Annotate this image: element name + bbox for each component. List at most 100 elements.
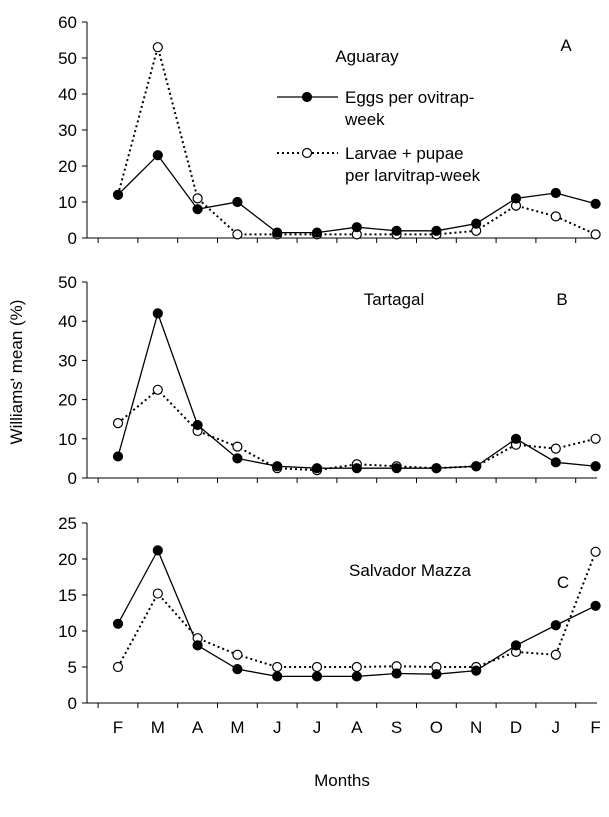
data-point-eggs	[471, 218, 482, 229]
data-point-larvae	[112, 418, 124, 429]
x-tick-label: N	[470, 718, 482, 737]
series-line-larvae	[117, 43, 597, 236]
data-point-eggs	[391, 668, 402, 679]
panel-c: 0 5 10 15 20 25 F M A M J J A S O N D J F Salvador Mazza C	[58, 514, 601, 737]
legend-marker	[301, 91, 313, 103]
data-point-larvae	[112, 661, 124, 673]
data-point-larvae	[152, 588, 163, 599]
data-point-eggs	[431, 225, 442, 236]
data-point-eggs	[550, 620, 561, 631]
x-tick-label: O	[430, 718, 443, 737]
data-point-eggs	[192, 204, 203, 215]
y-axis-label: Williams' mean (%)	[7, 300, 26, 445]
legend-label: per larvitrap-week	[345, 166, 481, 185]
x-tick-label: J	[313, 718, 322, 737]
data-point-larvae	[232, 441, 243, 452]
data-point-larvae	[152, 42, 163, 53]
y-tick-label: 20	[58, 157, 77, 176]
y-tick-label: 10	[58, 622, 77, 641]
data-point-eggs	[232, 453, 243, 464]
legend: Eggs per ovitrap-week Larvae + pupae per l…	[277, 88, 481, 185]
y-tick-label: 15	[58, 586, 77, 605]
panel-label: C	[557, 573, 569, 592]
y-tick-label: 40	[58, 312, 77, 331]
x-tick-label: F	[113, 718, 123, 737]
data-point-eggs	[590, 198, 601, 209]
x-tick-label: D	[510, 718, 522, 737]
data-point-eggs	[192, 419, 203, 431]
data-point-eggs	[550, 457, 561, 468]
data-point-eggs	[351, 463, 362, 474]
data-point-eggs	[272, 227, 283, 238]
y-tick-label: 30	[58, 351, 77, 370]
data-point-eggs	[431, 669, 442, 680]
site-label: Aguaray	[335, 47, 399, 66]
y-tick-label: 0	[68, 694, 77, 713]
y-tick-label: 20	[58, 391, 77, 410]
data-point-larvae	[311, 661, 323, 673]
y-tick-label: 20	[58, 550, 77, 569]
panel-label: B	[556, 290, 567, 309]
data-point-eggs	[272, 461, 283, 472]
y-tick-label: 25	[58, 514, 77, 533]
data-point-eggs	[232, 664, 243, 675]
data-point-eggs	[550, 187, 561, 199]
data-point-eggs	[152, 308, 163, 319]
y-tick-label: 50	[58, 49, 77, 68]
x-tick-label: F	[590, 718, 600, 737]
data-point-larvae	[550, 211, 561, 222]
data-point-eggs	[112, 618, 124, 629]
site-label: Salvador Mazza	[349, 561, 471, 580]
data-point-eggs	[391, 463, 402, 474]
x-axis-label: Months	[314, 771, 370, 790]
y-tick-label: 10	[58, 430, 77, 449]
x-tick-label: M	[230, 718, 244, 737]
y-tick-label: 60	[58, 13, 77, 32]
data-point-eggs	[152, 150, 163, 161]
data-point-eggs	[510, 640, 522, 651]
y-tick-label: 50	[58, 273, 77, 292]
x-tick-label: S	[391, 718, 402, 737]
data-point-eggs	[272, 671, 283, 682]
data-point-larvae	[590, 546, 601, 557]
data-point-larvae	[590, 433, 601, 444]
data-point-eggs	[510, 433, 522, 444]
data-point-eggs	[351, 671, 362, 682]
x-tick-label: A	[192, 718, 204, 737]
data-point-larvae	[232, 229, 243, 240]
data-point-larvae	[192, 193, 203, 204]
data-point-larvae	[152, 384, 163, 395]
x-tick-label: J	[552, 718, 561, 737]
panel-a: 0 10 20 30 40 50 60 Aguaray A Eggs per ovitrap-we…	[58, 13, 601, 248]
data-point-larvae	[590, 229, 601, 240]
data-point-eggs	[112, 189, 124, 200]
data-point-eggs	[590, 461, 601, 472]
y-tick-label: 5	[68, 658, 77, 677]
legend-label: week	[344, 110, 385, 129]
x-tick-label: J	[273, 718, 282, 737]
data-point-eggs	[112, 451, 124, 462]
panel-b: 0 10 20 30 40 50 Tartagal B	[58, 273, 601, 488]
data-point-eggs	[311, 227, 323, 238]
x-tick-label: A	[351, 718, 363, 737]
site-label: Tartagal	[364, 290, 424, 309]
data-point-larvae	[550, 649, 561, 660]
data-point-eggs	[590, 600, 601, 611]
data-point-eggs	[471, 461, 482, 472]
data-point-larvae	[232, 649, 243, 660]
data-point-eggs	[351, 222, 362, 233]
legend-label: Eggs per ovitrap-	[345, 88, 474, 107]
data-point-larvae	[272, 661, 283, 673]
data-point-eggs	[391, 225, 402, 236]
data-point-eggs	[471, 665, 482, 676]
legend-marker	[301, 147, 313, 159]
y-tick-label: 40	[58, 85, 77, 104]
y-tick-label: 0	[68, 469, 77, 488]
data-point-larvae	[351, 661, 362, 673]
y-tick-label: 30	[58, 121, 77, 140]
x-tick-label: M	[151, 718, 165, 737]
data-point-eggs	[431, 463, 442, 474]
panel-label: A	[560, 36, 572, 55]
y-tick-label: 10	[58, 193, 77, 212]
